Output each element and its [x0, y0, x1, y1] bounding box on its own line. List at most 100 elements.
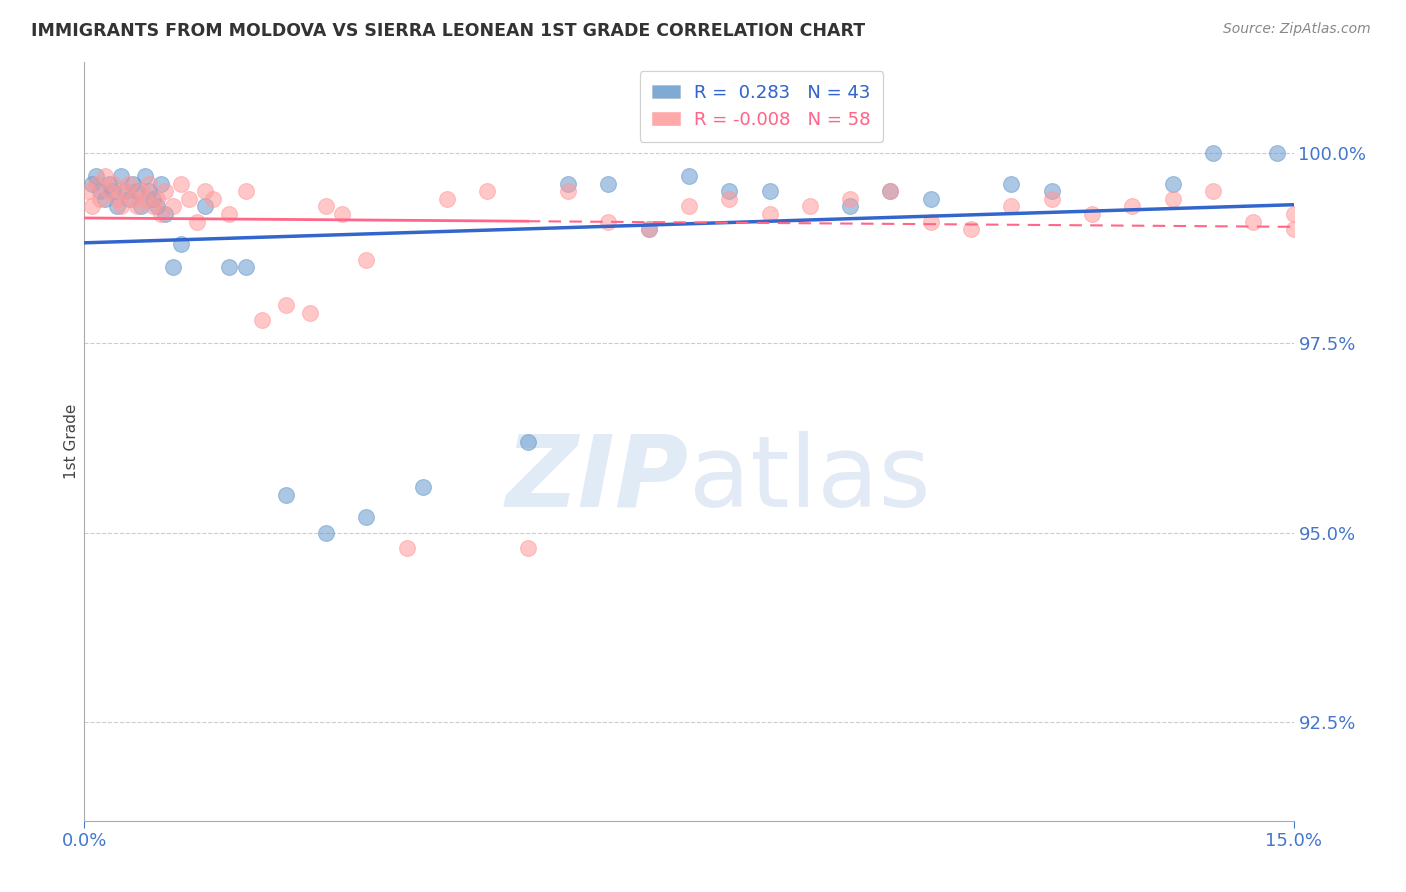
- Point: [105, 192, 128, 206]
- Point: [1040, 185, 1063, 199]
- Point: [121, 177, 143, 191]
- Point: [960, 222, 983, 236]
- Point: [395, 541, 418, 555]
- Point: [170, 177, 193, 191]
- Point: [516, 541, 538, 555]
- Point: [637, 222, 659, 236]
- Point: [186, 215, 208, 229]
- Point: [162, 260, 184, 275]
- Point: [101, 177, 124, 191]
- Point: [758, 207, 780, 221]
- Point: [1000, 177, 1022, 191]
- Point: [138, 185, 160, 199]
- Point: [718, 192, 741, 206]
- Point: [153, 185, 176, 199]
- Point: [218, 260, 240, 275]
- Point: [89, 185, 111, 199]
- Point: [142, 200, 165, 214]
- Point: [146, 200, 169, 214]
- Point: [202, 192, 225, 206]
- Point: [330, 207, 353, 221]
- Point: [1161, 177, 1184, 191]
- Text: IMMIGRANTS FROM MOLDOVA VS SIERRA LEONEAN 1ST GRADE CORRELATION CHART: IMMIGRANTS FROM MOLDOVA VS SIERRA LEONEA…: [31, 22, 865, 40]
- Point: [194, 200, 217, 214]
- Point: [118, 192, 141, 206]
- Point: [218, 207, 240, 221]
- Point: [356, 510, 378, 524]
- Y-axis label: 1st Grade: 1st Grade: [63, 404, 79, 479]
- Point: [129, 200, 152, 214]
- Text: Source: ZipAtlas.com: Source: ZipAtlas.com: [1223, 22, 1371, 37]
- Point: [110, 200, 132, 214]
- Point: [77, 185, 100, 199]
- Point: [678, 200, 700, 214]
- Point: [274, 488, 297, 502]
- Point: [121, 192, 143, 206]
- Point: [274, 298, 297, 312]
- Text: ZIP: ZIP: [506, 431, 689, 528]
- Legend: R =  0.283   N = 43, R = -0.008   N = 58: R = 0.283 N = 43, R = -0.008 N = 58: [640, 71, 883, 142]
- Point: [315, 525, 337, 540]
- Point: [170, 237, 193, 252]
- Point: [114, 185, 136, 199]
- Point: [82, 177, 104, 191]
- Point: [799, 200, 821, 214]
- Point: [920, 192, 942, 206]
- Text: atlas: atlas: [689, 431, 931, 528]
- Point: [194, 185, 217, 199]
- Point: [557, 177, 579, 191]
- Point: [598, 215, 620, 229]
- Point: [105, 200, 128, 214]
- Point: [149, 177, 172, 191]
- Point: [356, 252, 378, 267]
- Point: [149, 207, 172, 221]
- Point: [125, 200, 148, 214]
- Point: [86, 177, 108, 191]
- Point: [235, 185, 257, 199]
- Point: [235, 260, 257, 275]
- Point: [678, 169, 700, 184]
- Point: [1040, 192, 1063, 206]
- Point: [162, 200, 184, 214]
- Point: [758, 185, 780, 199]
- Point: [839, 200, 862, 214]
- Point: [839, 192, 862, 206]
- Point: [1282, 207, 1305, 221]
- Point: [134, 169, 156, 184]
- Point: [142, 192, 165, 206]
- Point: [1202, 185, 1225, 199]
- Point: [153, 207, 176, 221]
- Point: [125, 185, 148, 199]
- Point: [1161, 192, 1184, 206]
- Point: [879, 185, 901, 199]
- Point: [1267, 146, 1289, 161]
- Point: [920, 215, 942, 229]
- Point: [879, 185, 901, 199]
- Point: [138, 177, 160, 191]
- Point: [134, 192, 156, 206]
- Point: [82, 200, 104, 214]
- Point: [477, 185, 499, 199]
- Point: [97, 185, 120, 199]
- Point: [89, 192, 111, 206]
- Point: [1000, 200, 1022, 214]
- Point: [1121, 200, 1143, 214]
- Point: [250, 313, 273, 327]
- Point: [718, 185, 741, 199]
- Point: [315, 200, 337, 214]
- Point: [114, 185, 136, 199]
- Point: [1202, 146, 1225, 161]
- Point: [93, 192, 115, 206]
- Point: [412, 480, 434, 494]
- Point: [1282, 222, 1305, 236]
- Point: [146, 192, 169, 206]
- Point: [179, 192, 201, 206]
- Point: [118, 177, 141, 191]
- Point: [86, 169, 108, 184]
- Point: [101, 185, 124, 199]
- Point: [129, 185, 152, 199]
- Point: [516, 434, 538, 449]
- Point: [1241, 215, 1264, 229]
- Point: [598, 177, 620, 191]
- Point: [299, 306, 322, 320]
